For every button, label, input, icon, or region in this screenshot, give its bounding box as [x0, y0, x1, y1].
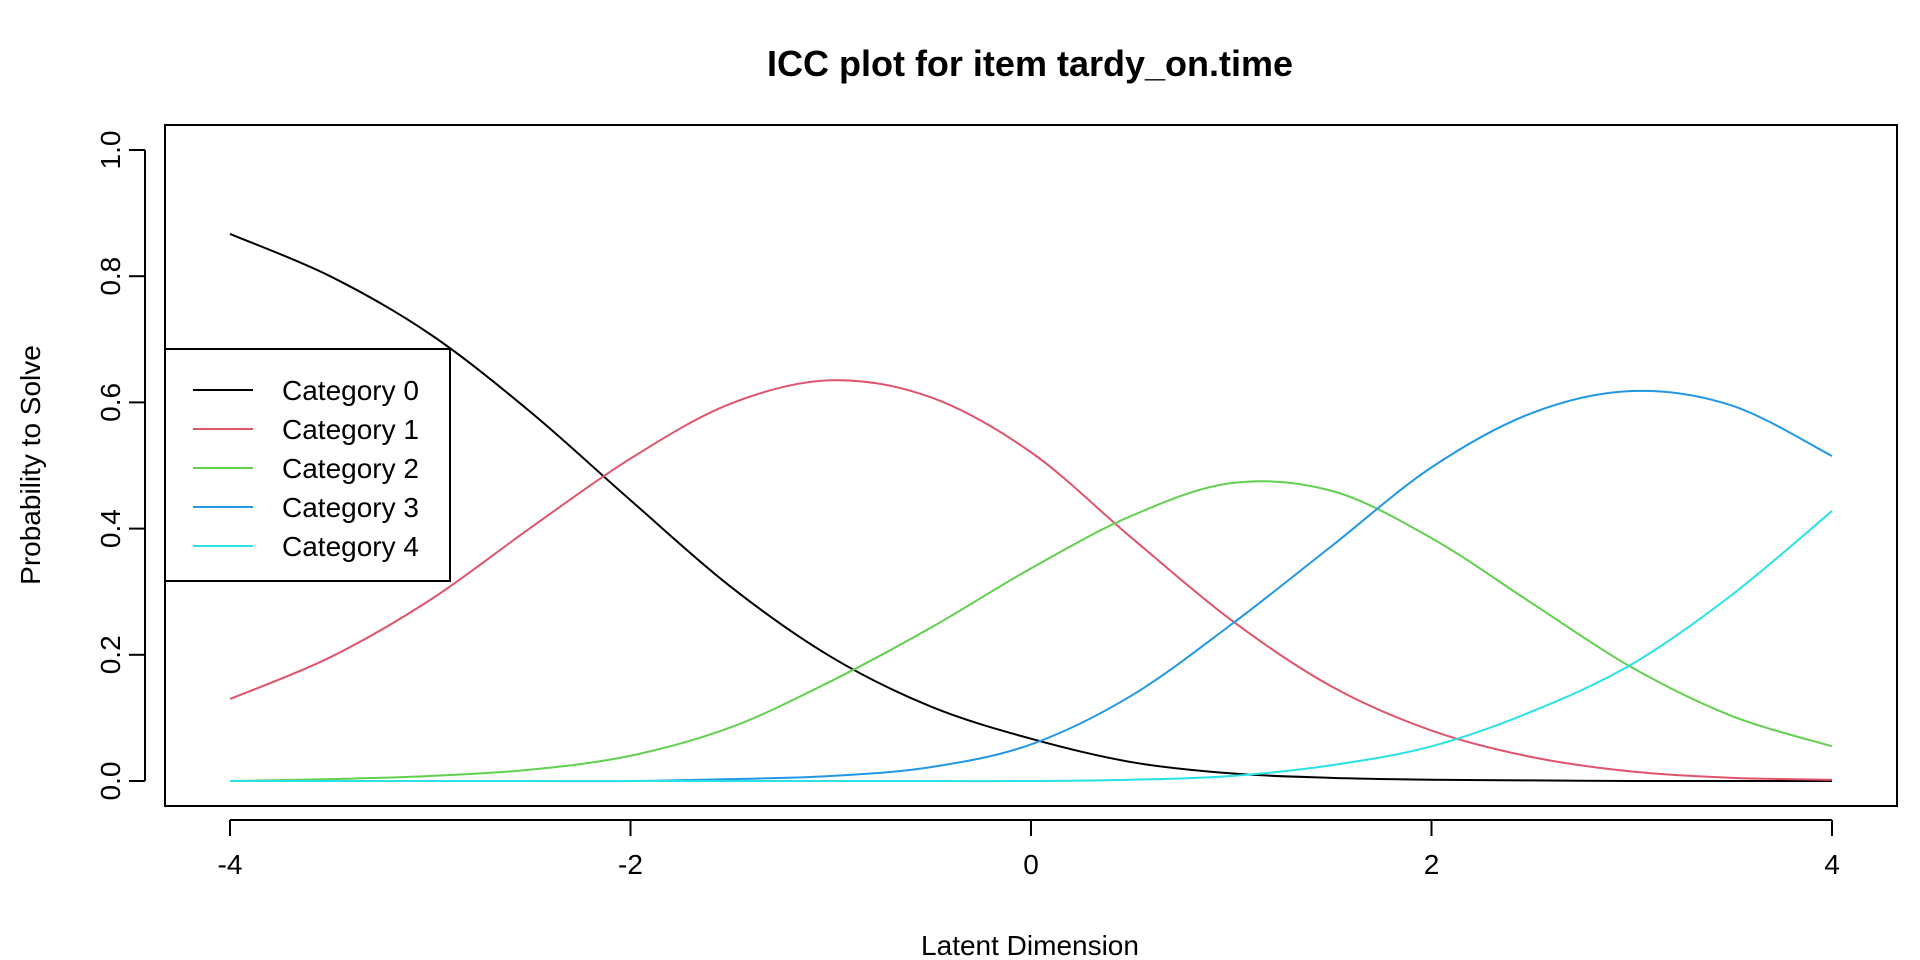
x-tick-label: -4: [218, 849, 243, 880]
x-tick-label: 2: [1424, 849, 1440, 880]
chart-title: ICC plot for item tardy_on.time: [767, 43, 1293, 84]
y-tick-label: 1.0: [95, 131, 126, 170]
series-line-category-3: [230, 389, 1833, 783]
x-tick-label: 0: [1023, 849, 1039, 880]
series-line-category-4: [230, 510, 1833, 783]
y-axis-label: Probability to Solve: [15, 345, 46, 585]
series-line-category-0: [229, 232, 1832, 783]
y-tick-label: 0.4: [95, 509, 126, 548]
legend-label: Category 1: [282, 414, 419, 445]
y-tick-label: 0.0: [95, 762, 126, 801]
legend-label: Category 4: [282, 531, 419, 562]
y-tick-label: 0.2: [95, 635, 126, 674]
x-tick-label: -2: [618, 849, 643, 880]
legend: Category 0 Category 1 Category 2 Category 3…: [164, 348, 451, 582]
series-layer: [229, 232, 1833, 783]
y-tick-label: 0.8: [95, 257, 126, 296]
y-tick-label: 0.6: [95, 383, 126, 422]
legend-label: Category 0: [282, 375, 419, 406]
y-axis: 0.0 0.2 0.4 0.6 0.8 1.0: [95, 131, 146, 801]
x-axis: -4 -2 0 2 4: [218, 819, 1840, 880]
x-tick-label: 4: [1824, 849, 1840, 880]
legend-label: Category 3: [282, 492, 419, 523]
legend-box: [164, 348, 451, 582]
x-axis-label: Latent Dimension: [921, 930, 1139, 960]
series-line-category-1: [229, 379, 1833, 781]
series-line-category-2: [229, 480, 1833, 782]
legend-label: Category 2: [282, 453, 419, 484]
